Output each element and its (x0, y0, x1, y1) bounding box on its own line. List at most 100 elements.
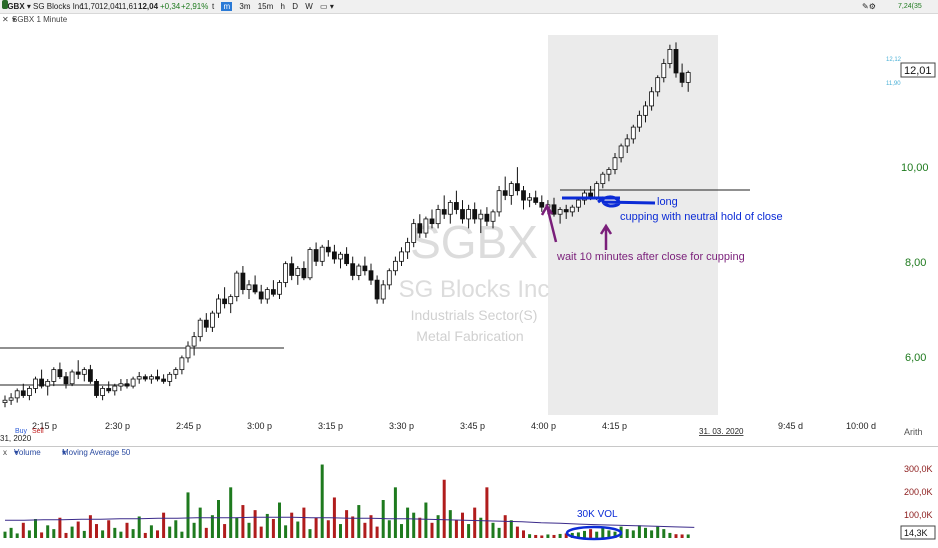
candle-body (685, 72, 691, 83)
volume-bar (406, 507, 410, 538)
candle-body (429, 218, 435, 225)
quote-toolbar: SGBX ▾ SG Blocks Inc 11,70 12,04 11,61 1… (0, 0, 938, 14)
candle-body (167, 373, 173, 382)
volume-bar (650, 530, 654, 538)
candle-body (26, 388, 32, 396)
candle-body (264, 289, 270, 300)
volume-bar (52, 529, 56, 538)
candle-body (399, 251, 404, 262)
candle-body (270, 289, 276, 295)
tf-15m[interactable]: 15m (257, 2, 274, 11)
volume-bar (296, 521, 300, 538)
candle-body (136, 376, 142, 380)
arrow-1-icon (540, 203, 558, 243)
volume-bar (192, 522, 196, 538)
tf-h[interactable]: h (280, 2, 285, 11)
volume-bar (156, 530, 159, 538)
candle-body (81, 369, 87, 375)
volume-bar (485, 487, 489, 538)
volume-bar (345, 510, 349, 538)
volume-bar (149, 525, 153, 538)
right-quote: 7,24(35 (898, 3, 922, 10)
candle-body (283, 263, 289, 283)
volume-bar (162, 512, 166, 538)
volume-bar (27, 530, 31, 538)
close-icon[interactable]: ✕ (2, 15, 9, 24)
volume-bars (3, 464, 690, 538)
candle-body (405, 242, 411, 253)
candle-body (57, 369, 63, 378)
chart-header-label[interactable]: SGBX 1 Minute ▾ (12, 15, 68, 24)
volume-title[interactable]: Volume ▾ (14, 448, 41, 457)
volume-bar (534, 534, 538, 538)
volume-bar (326, 520, 330, 538)
timeframe-bar: t m 3m 15m h D W ▭ ▾ (212, 0, 334, 13)
vol-circle (565, 525, 623, 541)
candle-body (100, 388, 105, 396)
volume-bar (686, 534, 690, 538)
volume-bar (308, 529, 312, 538)
symbol-dropdown[interactable]: SGBX ▾ (2, 0, 31, 11)
candle-body (539, 202, 545, 208)
volume-bar (357, 505, 361, 538)
candle-body (679, 72, 685, 83)
time-label: 3:45 p (460, 421, 485, 431)
volume-bar (302, 507, 306, 538)
time-label: 3:15 p (318, 421, 343, 431)
volume-bar (174, 520, 178, 538)
buy-sell[interactable]: Buy Sell 31, 2020 (0, 428, 44, 443)
tf-w[interactable]: W (305, 2, 313, 11)
vol-axis-label: 200,0K (904, 487, 933, 497)
price-label-8: 8,00 (905, 257, 926, 269)
candle-body (411, 223, 417, 243)
candle-body (228, 296, 234, 305)
afterhours-shade (548, 35, 718, 415)
candle-body (155, 376, 160, 380)
volume-bar (473, 507, 477, 538)
volume-bar (113, 527, 117, 538)
volume-bar (387, 520, 391, 538)
candle-body (515, 183, 520, 192)
annotation-long: long cupping with neutral hold of close (562, 195, 783, 223)
volume-bar (503, 515, 507, 538)
volume-bar (34, 519, 37, 538)
candle-body (551, 204, 557, 215)
volume-bar (284, 525, 288, 538)
volume-bar (662, 529, 666, 538)
candle-body (508, 183, 514, 196)
tf-3m[interactable]: 3m (239, 2, 251, 11)
volume-bar (442, 479, 446, 538)
volume-bar (583, 530, 586, 538)
candle-body (203, 319, 209, 328)
volume-bar (668, 532, 672, 538)
chart-type-icon[interactable]: ▭ ▾ (320, 2, 334, 11)
volume-bar (522, 530, 525, 538)
volume-close-icon[interactable]: x (3, 448, 7, 457)
ma-indicator[interactable]: Moving Average 50 ▾ (62, 448, 131, 457)
time-label: 9:45 d (778, 421, 803, 431)
candle-body (277, 282, 282, 295)
volume-bar (375, 526, 379, 538)
time-label: 2:45 p (176, 421, 201, 431)
sell-label: Sell (32, 428, 44, 435)
volume-bar (595, 531, 599, 538)
toolbar-icons[interactable]: ✎ ⚙ (862, 2, 876, 11)
volume-bar (625, 529, 629, 538)
tf-m[interactable]: m (221, 2, 233, 11)
candle-body (8, 397, 14, 401)
tf-t[interactable]: t (212, 2, 215, 11)
candle-body (45, 380, 51, 387)
tf-d[interactable]: D (292, 2, 298, 11)
candle-body (496, 190, 502, 213)
settings-icon[interactable]: ⚙ (868, 2, 876, 11)
volume-bar (589, 529, 593, 538)
vol-axis-label: 100,0K (904, 510, 933, 520)
candle-body (338, 253, 343, 260)
volume-bar (656, 526, 660, 538)
volume-bar (235, 517, 239, 538)
candle-body (484, 213, 490, 222)
candle-body (350, 263, 356, 276)
volume-bar (290, 512, 294, 538)
candle-body (453, 202, 459, 210)
